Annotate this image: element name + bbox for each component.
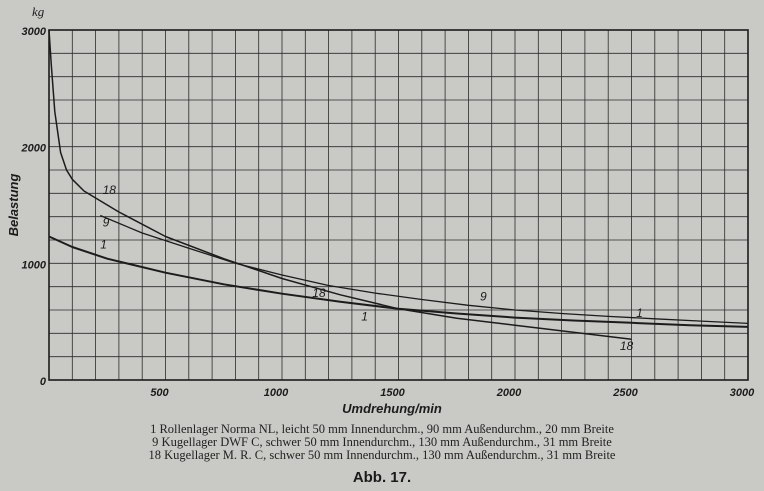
legend-entry-18: 18 Kugellager M. R. C, schwer 50 mm Inne… bbox=[148, 448, 616, 462]
series-line-1 bbox=[48, 235, 749, 328]
legend-entry-1: 1 Rollenlager Norma NL, leicht 50 mm Inn… bbox=[150, 422, 614, 436]
y-tick-label: 3000 bbox=[22, 26, 47, 38]
series-label-9: 9 bbox=[480, 290, 487, 304]
y-tick-label: 1000 bbox=[22, 259, 47, 271]
x-tick-label: 1000 bbox=[264, 387, 289, 399]
series-label-1: 1 bbox=[100, 237, 107, 251]
legend-entry-9: 9 Kugellager DWF C, schwer 50 mm Innendu… bbox=[152, 435, 612, 449]
y-unit-label: kg bbox=[32, 4, 45, 19]
series-line-18 bbox=[48, 29, 632, 340]
y-tick-label: 0 bbox=[40, 376, 47, 388]
x-tick-label: 1500 bbox=[380, 387, 405, 399]
x-tick-label: 2500 bbox=[612, 387, 638, 399]
y-tick-label: 2000 bbox=[21, 143, 47, 155]
x-tick-label: 2000 bbox=[496, 387, 522, 399]
series-label-1: 1 bbox=[361, 309, 368, 323]
bearing-load-chart: 500 1000 1500 2000 2500 3000 0 1000 2000 3000 kg Um… bbox=[6, 4, 755, 416]
series-line-9 bbox=[100, 214, 749, 325]
x-tick-label: 3000 bbox=[730, 387, 755, 399]
legend: 1 Rollenlager Norma NL, leicht 50 mm Inn… bbox=[0, 423, 764, 462]
x-tick-label: 500 bbox=[150, 387, 169, 399]
series-label-1: 1 bbox=[636, 306, 643, 320]
series-label-18: 18 bbox=[312, 286, 326, 300]
series-label-9: 9 bbox=[103, 215, 110, 229]
series-label-18: 18 bbox=[103, 183, 117, 197]
y-axis-label: Belastung bbox=[6, 174, 21, 237]
plot-frame bbox=[48, 29, 749, 381]
x-axis-label: Umdrehung/min bbox=[342, 401, 442, 416]
figure-caption: Abb. 17. bbox=[352, 469, 412, 486]
series-label-18: 18 bbox=[620, 339, 634, 353]
